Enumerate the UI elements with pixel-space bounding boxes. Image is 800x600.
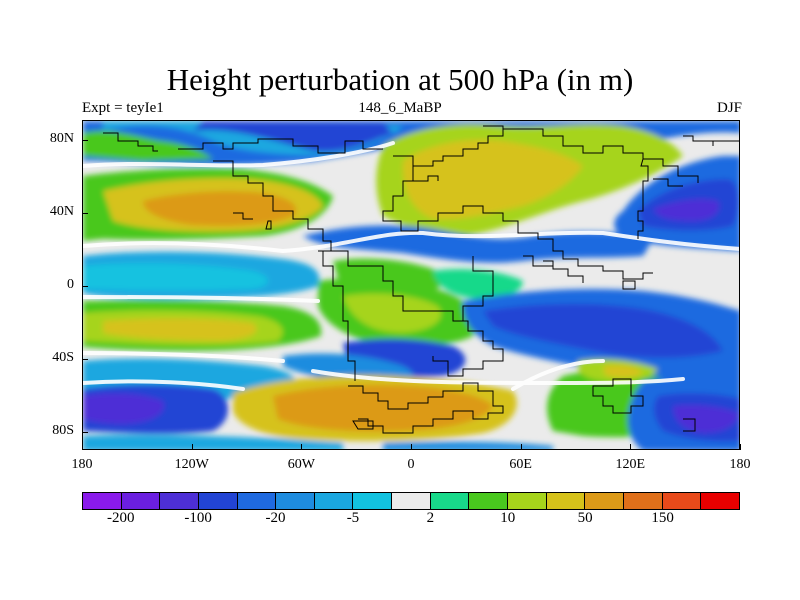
colorbar-swatch <box>701 493 739 509</box>
colorbar-swatch <box>198 493 238 509</box>
colorbar-swatch <box>508 493 547 509</box>
colorbar-label: -20 <box>265 510 286 526</box>
height-perturbation-field <box>83 121 739 449</box>
coastlines <box>103 125 739 434</box>
colorbar-swatch <box>469 493 509 509</box>
lon-tick <box>630 444 632 450</box>
lon-tick <box>411 444 412 450</box>
lat-tick <box>82 213 88 214</box>
map-plot-area <box>82 120 740 450</box>
colorbar <box>82 492 740 510</box>
colorbar-swatch <box>314 493 354 509</box>
colorbar-swatch <box>237 493 277 509</box>
lon-tick-label: 120W <box>174 457 209 472</box>
colorbar-swatch <box>121 493 161 509</box>
colorbar-swatch <box>546 493 586 509</box>
lat-tick <box>82 359 88 360</box>
lat-tick-label: 40N <box>49 204 74 219</box>
lon-tick-label: 120E <box>615 457 646 472</box>
colorbar-swatch <box>83 493 122 509</box>
colorbar-swatch <box>585 493 624 509</box>
colorbar-label: 10 <box>500 510 516 526</box>
colorbar-swatch <box>353 493 393 509</box>
lat-tick <box>82 286 88 287</box>
colorbar-label: 150 <box>651 510 674 526</box>
lon-tick <box>301 444 303 450</box>
colorbar-label: 50 <box>577 510 593 526</box>
colorbar-label: 2 <box>426 510 435 526</box>
lat-tick <box>82 140 88 141</box>
lat-tick-label: 0 <box>67 277 74 292</box>
lat-tick-label: 80S <box>52 423 74 438</box>
colorbar-label: -100 <box>184 510 212 526</box>
season-label: DJF <box>716 100 742 116</box>
lon-tick-label: 60W <box>287 457 315 472</box>
colorbar-swatch <box>623 493 663 509</box>
experiment-label: Expt = teyIe1 <box>82 100 164 116</box>
lon-tick <box>740 444 741 450</box>
lon-tick <box>191 444 193 450</box>
colorbar-swatch <box>662 493 702 509</box>
colorbar-label: -200 <box>106 510 135 526</box>
lon-tick <box>82 444 83 450</box>
lon-tick-label: 180 <box>71 457 93 472</box>
chart-title: Height perturbation at 500 hPa (in m) <box>166 62 634 97</box>
lat-tick-label: 40S <box>52 350 74 365</box>
colorbar-swatch <box>392 493 431 509</box>
lat-tick-label: 80N <box>49 131 74 146</box>
period-label: 148_6_MaBP <box>358 100 442 116</box>
lon-tick-label: 60E <box>509 457 532 472</box>
lon-tick-label: 0 <box>407 457 415 472</box>
colorbar-swatch <box>276 493 315 509</box>
colorbar-swatch <box>160 493 199 509</box>
colorbar-swatch <box>430 493 470 509</box>
lon-tick-label: 180 <box>729 457 751 472</box>
lon-tick <box>520 444 522 450</box>
lat-tick <box>82 432 88 433</box>
colorbar-label: -5 <box>346 510 360 526</box>
